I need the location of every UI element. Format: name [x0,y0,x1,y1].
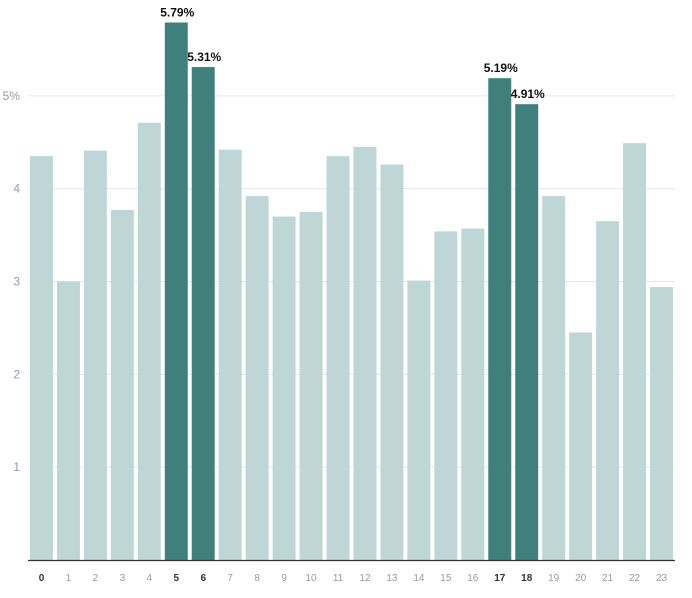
x-tick-label-17: 17 [494,573,506,584]
bar-15 [434,231,458,560]
bar-17 [488,78,512,560]
y-tick-label: 5% [3,89,21,103]
x-axis-ticks: 0 1 2 3 4 5 6 7 8 9 10 11 12 13 14 15 16 17 18 19 20 21 22 23 [39,573,668,584]
x-tick-label-22: 22 [629,573,641,584]
bar-18 [515,104,539,561]
x-tick-label-21: 21 [602,573,614,584]
bar-10 [299,211,323,560]
bar-16 [461,228,485,560]
value-label-17: 5.19% [484,61,518,75]
y-tick-label: 4 [13,182,20,196]
x-tick-label-19: 19 [548,573,560,584]
bar-14 [407,280,431,560]
bar-0 [30,156,53,561]
x-tick-label-11: 11 [333,573,344,584]
bar-6 [191,67,215,561]
x-tick-label-20: 20 [575,573,587,584]
bar-21 [596,221,620,561]
bar-19 [542,196,566,561]
x-tick-label-6: 6 [200,573,206,584]
bar-4 [137,122,161,560]
bar-13 [380,164,404,560]
x-tick-label-4: 4 [147,573,153,584]
gridlines [28,95,675,468]
bar-11 [326,156,350,561]
bar-1 [56,281,80,560]
bar-3 [110,210,134,561]
bars [30,22,673,561]
bar-5 [164,22,188,561]
bar-7 [218,149,242,560]
x-tick-label-13: 13 [386,573,398,584]
y-tick-label: 2 [13,367,20,381]
value-labels: 5.79% 5.31% 5.19% 4.91% [160,5,545,101]
x-tick-label-12: 12 [359,573,371,584]
x-tick-label-15: 15 [440,573,452,584]
x-tick-label-3: 3 [120,573,126,584]
x-tick-label-10: 10 [306,573,318,584]
y-axis-ticks: 1 2 3 4 5% [3,89,21,474]
x-tick-label-7: 7 [227,573,233,584]
x-tick-label-9: 9 [281,573,287,584]
value-label-18: 4.91% [511,87,545,101]
bar-12 [353,146,377,560]
x-tick-label-18: 18 [521,573,533,584]
x-tick-label-23: 23 [656,573,668,584]
value-label-6: 5.31% [187,50,221,64]
bar-9 [272,216,296,560]
bar-20 [569,332,593,560]
y-tick-label: 1 [13,460,20,474]
bar-23 [650,287,673,560]
x-tick-label-2: 2 [93,573,99,584]
x-tick-label-14: 14 [413,573,425,584]
value-label-5: 5.79% [160,5,194,19]
bar-2 [83,150,107,561]
y-tick-label: 3 [13,275,20,289]
x-tick-label-16: 16 [467,573,479,584]
x-tick-label-5: 5 [173,573,179,584]
x-tick-label-0: 0 [39,573,45,584]
x-tick-label-1: 1 [66,573,72,584]
x-tick-label-8: 8 [254,573,260,584]
bar-22 [623,143,647,560]
bar-8 [245,196,269,561]
